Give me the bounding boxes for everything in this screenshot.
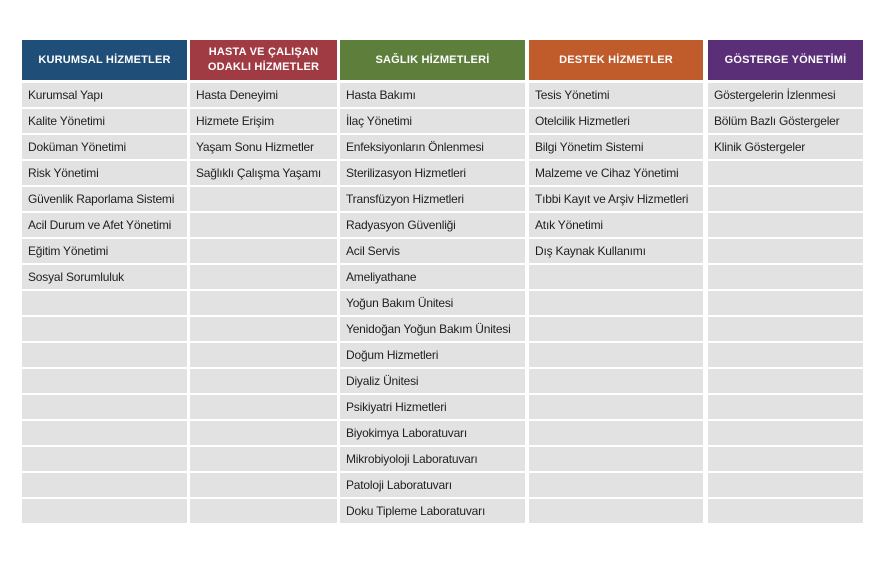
table-cell-empty xyxy=(529,369,703,393)
table-cell-empty xyxy=(190,343,337,367)
table-cell-empty xyxy=(529,291,703,315)
table-cell-empty xyxy=(529,421,703,445)
table-cell: Psikiyatri Hizmetleri xyxy=(340,395,525,419)
table-cell: Radyasyon Güvenliği xyxy=(340,213,525,237)
column-hasta-ve-calisan-odakli-hizmetler: HASTA VE ÇALIŞAN ODAKLI HİZMETLER Hasta D… xyxy=(190,40,337,525)
table-cell-empty xyxy=(708,161,863,185)
table-cell-empty xyxy=(529,343,703,367)
table-cell: Sosyal Sorumluluk xyxy=(22,265,187,289)
table-cell-empty xyxy=(190,447,337,471)
table-cell: Atık Yönetimi xyxy=(529,213,703,237)
table-cell: Tıbbi Kayıt ve Arşiv Hizmetleri xyxy=(529,187,703,211)
table-cell-empty xyxy=(22,473,187,497)
table-cell-empty xyxy=(190,473,337,497)
table-cell: Mikrobiyoloji Laboratuvarı xyxy=(340,447,525,471)
table-cell-empty xyxy=(708,369,863,393)
table-cell: Yoğun Bakım Ünitesi xyxy=(340,291,525,315)
table-cell-empty xyxy=(708,473,863,497)
column-header-destek-hizmetler: DESTEK HİZMETLER xyxy=(529,40,703,80)
table-cell: Göstergelerin İzlenmesi xyxy=(708,83,863,107)
table-cell-empty xyxy=(190,421,337,445)
table-cell-empty xyxy=(22,369,187,393)
table-cell: Hasta Bakımı xyxy=(340,83,525,107)
column-gosterge-yonetimi: GÖSTERGE YÖNETİMİ Göstergelerin İzlenmesi… xyxy=(708,40,863,525)
table-cell: Doküman Yönetimi xyxy=(22,135,187,159)
table-cell: Malzeme ve Cihaz Yönetimi xyxy=(529,161,703,185)
table-cell-empty xyxy=(708,499,863,523)
table-cell-empty xyxy=(708,291,863,315)
table-cell: Diyaliz Ünitesi xyxy=(340,369,525,393)
table-cell: Sağlıklı Çalışma Yaşamı xyxy=(190,161,337,185)
table-cell-empty xyxy=(529,473,703,497)
table-cell-empty xyxy=(708,395,863,419)
table-cell: Kalite Yönetimi xyxy=(22,109,187,133)
table-cell-empty xyxy=(708,317,863,341)
table-cell-empty xyxy=(708,421,863,445)
table-cell-empty xyxy=(22,421,187,445)
table-cell-empty xyxy=(529,317,703,341)
table-cell: Sterilizasyon Hizmetleri xyxy=(340,161,525,185)
table-cell-empty xyxy=(708,213,863,237)
table-cell: Eğitim Yönetimi xyxy=(22,239,187,263)
table-cell-empty xyxy=(190,499,337,523)
table-cell: Tesis Yönetimi xyxy=(529,83,703,107)
table-cell: Transfüzyon Hizmetleri xyxy=(340,187,525,211)
table-cell: Patoloji Laboratuvarı xyxy=(340,473,525,497)
table-cell-empty xyxy=(529,499,703,523)
table-cell: Klinik Göstergeler xyxy=(708,135,863,159)
table-cell: Kurumsal Yapı xyxy=(22,83,187,107)
table-cell-empty xyxy=(190,291,337,315)
table-cell-empty xyxy=(708,187,863,211)
column-saglik-hizmetleri: SAĞLIK HİZMETLERİ Hasta Bakımı İlaç Yöneti… xyxy=(340,40,525,525)
table-cell-empty xyxy=(22,447,187,471)
table-cell-empty xyxy=(22,499,187,523)
table-cell: Enfeksiyonların Önlenmesi xyxy=(340,135,525,159)
table-cell: Otelcilik Hizmetleri xyxy=(529,109,703,133)
table-cell: Hizmete Erişim xyxy=(190,109,337,133)
column-kurumsal-hizmetler: KURUMSAL HİZMETLER Kurumsal Yapı Kalite Yö… xyxy=(22,40,187,525)
column-header-saglik-hizmetleri: SAĞLIK HİZMETLERİ xyxy=(340,40,525,80)
table-cell: Yaşam Sonu Hizmetler xyxy=(190,135,337,159)
table-cell-empty xyxy=(190,187,337,211)
table-cell-empty xyxy=(22,343,187,367)
table-cell-empty xyxy=(190,265,337,289)
table-cell-empty xyxy=(529,265,703,289)
table-cell-empty xyxy=(708,265,863,289)
column-destek-hizmetler: DESTEK HİZMETLER Tesis Yönetimi Otelcilik … xyxy=(529,40,703,525)
table-cell: Güvenlik Raporlama Sistemi xyxy=(22,187,187,211)
table-cell: Biyokimya Laboratuvarı xyxy=(340,421,525,445)
column-header-gosterge-yonetimi: GÖSTERGE YÖNETİMİ xyxy=(708,40,863,80)
table-cell: İlaç Yönetimi xyxy=(340,109,525,133)
table-cell: Bölüm Bazlı Göstergeler xyxy=(708,109,863,133)
table-cell: Hasta Deneyimi xyxy=(190,83,337,107)
table-cell-empty xyxy=(529,447,703,471)
table-cell-empty xyxy=(22,317,187,341)
table-cell: Dış Kaynak Kullanımı xyxy=(529,239,703,263)
column-header-kurumsal-hizmetler: KURUMSAL HİZMETLER xyxy=(22,40,187,80)
table-cell-empty xyxy=(190,369,337,393)
table-cell-empty xyxy=(708,447,863,471)
table-cell: Doğum Hizmetleri xyxy=(340,343,525,367)
table-cell-empty xyxy=(708,343,863,367)
table-cell: Yenidoğan Yoğun Bakım Ünitesi xyxy=(340,317,525,341)
table-cell: Bilgi Yönetim Sistemi xyxy=(529,135,703,159)
table-cell: Acil Durum ve Afet Yönetimi xyxy=(22,213,187,237)
table-cell: Doku Tipleme Laboratuvarı xyxy=(340,499,525,523)
table-cell-empty xyxy=(190,317,337,341)
column-header-hasta-ve-calisan-odakli-hizmetler: HASTA VE ÇALIŞAN ODAKLI HİZMETLER xyxy=(190,40,337,80)
table-cell-empty xyxy=(190,239,337,263)
services-table: KURUMSAL HİZMETLER Kurumsal Yapı Kalite Yö… xyxy=(22,40,863,525)
table-cell-empty xyxy=(708,239,863,263)
table-cell: Acil Servis xyxy=(340,239,525,263)
table-cell-empty xyxy=(190,395,337,419)
table-cell-empty xyxy=(22,291,187,315)
table-cell-empty xyxy=(529,395,703,419)
table-cell-empty xyxy=(190,213,337,237)
table-cell: Risk Yönetimi xyxy=(22,161,187,185)
table-cell: Ameliyathane xyxy=(340,265,525,289)
table-cell-empty xyxy=(22,395,187,419)
